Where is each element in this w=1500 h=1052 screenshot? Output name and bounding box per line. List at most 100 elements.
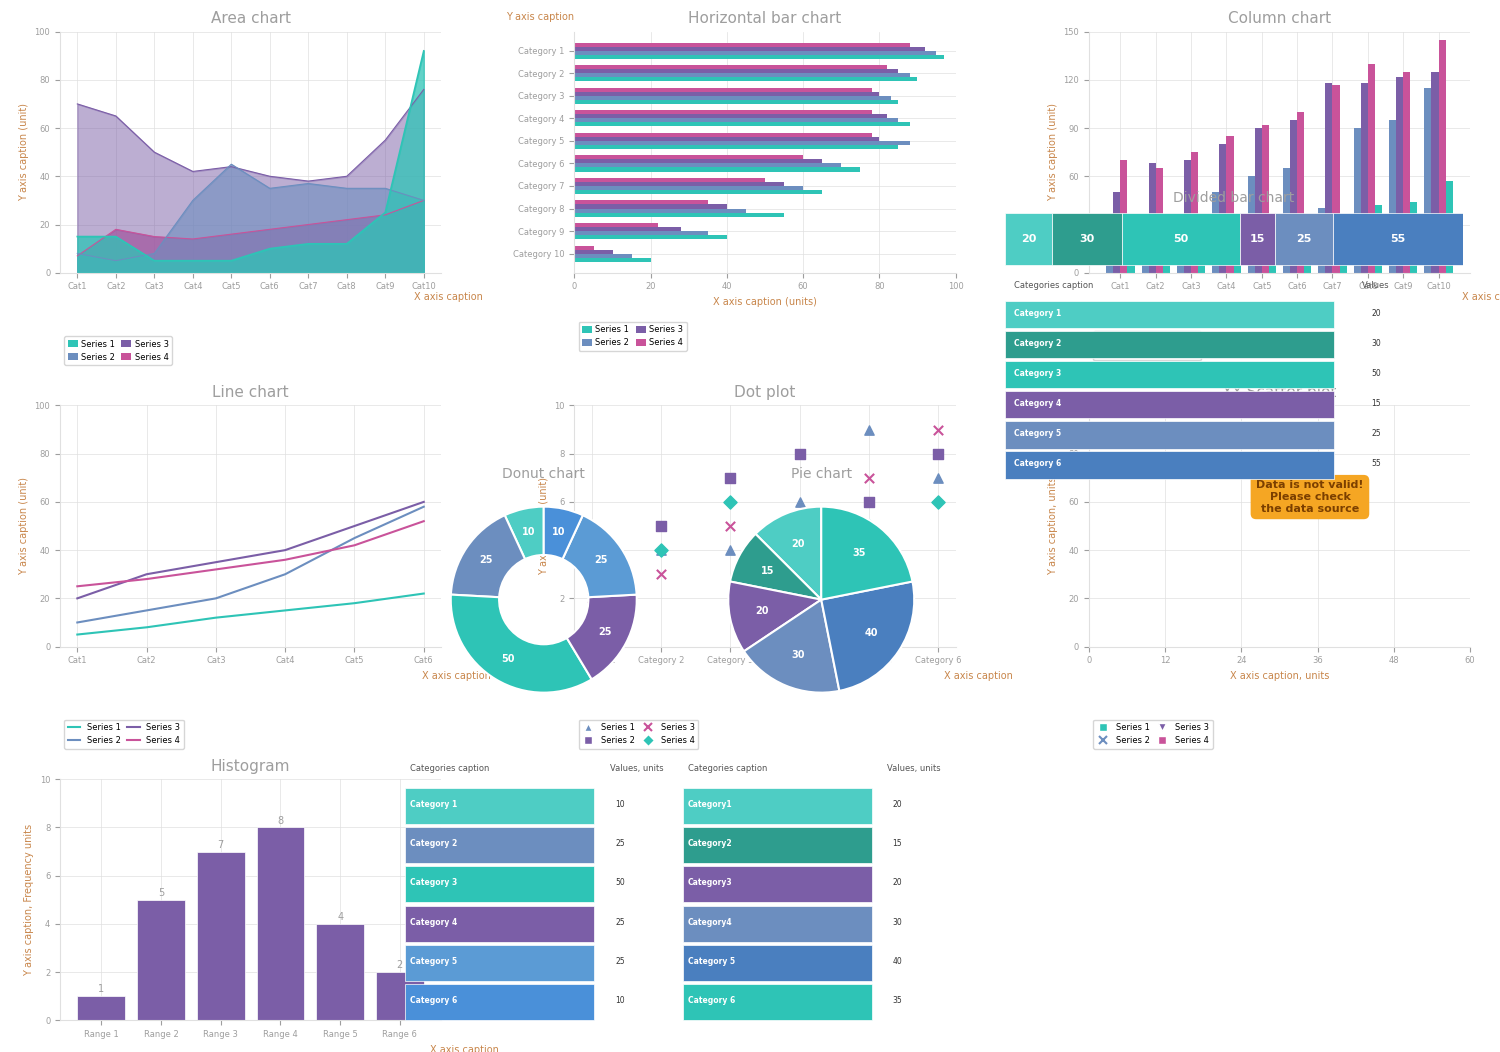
Bar [574, 122, 910, 126]
Point [856, 493, 880, 510]
Bar [1326, 83, 1332, 272]
Bar [682, 866, 871, 903]
Bar [1340, 217, 1347, 272]
Bar [574, 55, 944, 59]
Wedge shape [729, 582, 822, 651]
Bar [574, 133, 872, 137]
Text: Categories caption: Categories caption [410, 764, 489, 773]
Point [580, 566, 604, 583]
Bar [316, 924, 364, 1020]
Text: 20: 20 [892, 800, 902, 809]
Text: 5: 5 [158, 888, 164, 898]
Bar [574, 141, 910, 145]
Text: 25: 25 [615, 917, 624, 927]
Legend: Series 1, Series 2, Series 3, Series 4: Series 1, Series 2, Series 3, Series 4 [579, 322, 687, 350]
Title: Histogram: Histogram [211, 758, 291, 774]
Text: Category1: Category1 [687, 800, 732, 809]
Point [650, 542, 674, 559]
Bar [574, 231, 708, 236]
Title: Area chart: Area chart [210, 12, 291, 26]
Text: 25: 25 [615, 957, 624, 966]
Bar [574, 156, 802, 159]
Text: 30: 30 [892, 917, 903, 927]
Bar [1191, 153, 1198, 272]
Bar [574, 42, 910, 46]
Bar [1005, 451, 1335, 479]
Y-axis label: Y axis caption (unit): Y axis caption (unit) [538, 477, 549, 575]
Text: 15: 15 [760, 566, 774, 576]
Text: 50: 50 [1371, 369, 1382, 378]
Legend: Series 1, Series 2, Series 3, Series 4: Series 1, Series 2, Series 3, Series 4 [1094, 720, 1212, 749]
Bar [574, 178, 765, 182]
Title: Donut chart: Donut chart [503, 467, 585, 481]
Bar [1360, 83, 1368, 272]
Y-axis label: Y axis caption, Frequency units: Y axis caption, Frequency units [24, 824, 34, 976]
Text: 55: 55 [1371, 459, 1382, 468]
Bar [682, 985, 871, 1020]
Bar [1239, 214, 1275, 265]
Bar [1262, 125, 1269, 272]
Bar [574, 208, 746, 213]
Y-axis label: Y axis caption, units: Y axis caption, units [1048, 477, 1058, 575]
Text: Category 1: Category 1 [1014, 308, 1062, 318]
Point [580, 566, 604, 583]
Bar [1178, 248, 1184, 272]
Point [650, 518, 674, 534]
Title: Dot plot: Dot plot [735, 385, 795, 400]
Text: Categories caption: Categories caption [1014, 281, 1094, 290]
Bar [682, 906, 871, 942]
Y-axis label: Y axis caption (unit): Y axis caption (unit) [1048, 103, 1058, 201]
Bar [574, 186, 802, 190]
Bar [78, 996, 124, 1020]
Text: 25: 25 [1371, 429, 1380, 438]
Point [926, 445, 950, 462]
Bar [1248, 177, 1254, 272]
Wedge shape [562, 515, 636, 598]
Wedge shape [822, 507, 912, 600]
Bar [574, 100, 898, 104]
Text: Category 5: Category 5 [410, 957, 458, 966]
Bar [1376, 205, 1382, 272]
Bar [574, 137, 879, 141]
Bar [574, 223, 658, 227]
Bar [196, 852, 244, 1020]
Text: Values, units: Values, units [888, 764, 940, 773]
Text: Category 4: Category 4 [1014, 399, 1062, 408]
Text: 50: 50 [1173, 235, 1188, 244]
Wedge shape [756, 507, 822, 600]
Text: Category 1: Category 1 [410, 800, 458, 809]
Text: 10: 10 [552, 526, 566, 537]
Text: Category 5: Category 5 [1014, 429, 1062, 438]
Text: 15: 15 [892, 838, 902, 848]
Legend: Series 1, Series 2, Series 3, Series 4: Series 1, Series 2, Series 3, Series 4 [64, 720, 183, 749]
Title: Line chart: Line chart [211, 385, 290, 400]
Text: 40: 40 [892, 957, 903, 966]
Bar [136, 899, 184, 1020]
Bar [405, 788, 594, 824]
Bar [1269, 224, 1276, 272]
Text: 30: 30 [1080, 235, 1095, 244]
Wedge shape [452, 515, 525, 598]
Bar [1298, 112, 1304, 272]
Bar [574, 96, 891, 100]
Bar [574, 249, 612, 254]
Text: 25: 25 [480, 555, 494, 566]
Point [926, 421, 950, 438]
Bar [1402, 72, 1410, 272]
Bar [1005, 301, 1335, 328]
Bar [574, 69, 898, 74]
Point [718, 493, 742, 510]
Text: Category2: Category2 [687, 838, 732, 848]
Text: 25: 25 [615, 838, 624, 848]
Y-axis label: Y axis caption (unit): Y axis caption (unit) [20, 103, 28, 201]
Text: 20: 20 [1371, 308, 1380, 318]
Bar [1106, 241, 1113, 272]
Bar [1304, 221, 1311, 272]
Bar [1198, 265, 1204, 272]
Text: Category 6: Category 6 [1014, 459, 1062, 468]
Text: 8: 8 [278, 815, 284, 826]
Text: 50: 50 [501, 654, 515, 665]
Text: 7: 7 [217, 839, 223, 850]
Bar [574, 258, 651, 262]
Text: 15: 15 [1371, 399, 1380, 408]
